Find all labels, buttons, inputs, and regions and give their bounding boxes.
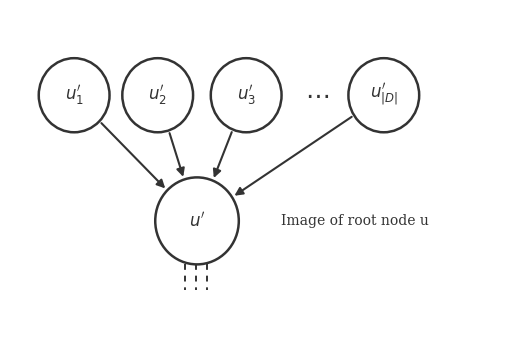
Ellipse shape — [155, 178, 239, 264]
Text: $u_2'$: $u_2'$ — [148, 83, 167, 107]
Ellipse shape — [122, 58, 193, 132]
Text: $u_1'$: $u_1'$ — [65, 83, 83, 107]
Ellipse shape — [39, 58, 110, 132]
Text: $u'$: $u'$ — [189, 211, 205, 231]
Ellipse shape — [348, 58, 419, 132]
Ellipse shape — [211, 58, 282, 132]
Text: $u_{|D|}'$: $u_{|D|}'$ — [370, 82, 398, 108]
Text: $u_3'$: $u_3'$ — [237, 83, 255, 107]
Text: Image of root node u: Image of root node u — [281, 214, 429, 228]
Text: $\cdots$: $\cdots$ — [306, 83, 329, 107]
